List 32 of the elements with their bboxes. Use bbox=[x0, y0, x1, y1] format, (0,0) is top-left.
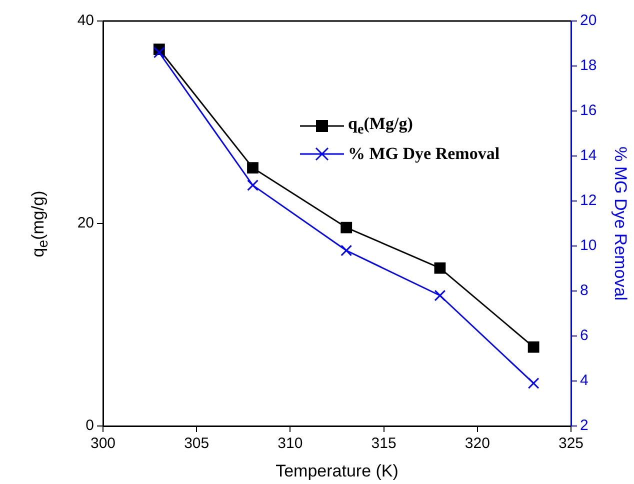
y2-tick-label: 10 bbox=[580, 237, 597, 254]
point bbox=[153, 46, 165, 58]
y2-tick-label: 18 bbox=[580, 57, 597, 74]
y2-tick-label: 2 bbox=[580, 417, 588, 434]
y2-tick-label: 4 bbox=[580, 372, 588, 390]
y2-tick-label: 16 bbox=[580, 102, 597, 120]
legend-label: q$_{e}$(Mg/g) bbox=[348, 114, 413, 138]
point bbox=[434, 262, 446, 274]
legend-label: % MG Dye Removal bbox=[348, 144, 500, 164]
x-tick-label: 305 bbox=[184, 435, 210, 452]
y2-tick-label: 12 bbox=[580, 192, 597, 210]
y2-tick-label: 14 bbox=[580, 147, 597, 164]
point bbox=[434, 290, 446, 302]
point bbox=[340, 222, 352, 234]
y2-tick-label: 6 bbox=[580, 327, 588, 344]
x-tick-label: 315 bbox=[371, 435, 396, 452]
y2-tick-label: 20 bbox=[580, 12, 597, 30]
y-tick-label: 0 bbox=[86, 417, 94, 434]
point bbox=[340, 244, 352, 256]
point bbox=[528, 378, 540, 389]
y-tick-label: 40 bbox=[77, 12, 94, 30]
y2-tick-label: 8 bbox=[580, 282, 588, 300]
x-tick-label: 300 bbox=[90, 435, 116, 452]
point bbox=[247, 180, 258, 191]
y2-axis-title: % MG Dye Removal bbox=[611, 146, 630, 300]
x-tick-label: 310 bbox=[278, 435, 303, 452]
x-tick-label: 320 bbox=[464, 435, 490, 452]
point bbox=[247, 162, 258, 174]
y-tick-label: 20 bbox=[77, 214, 94, 232]
x-tick-label: 325 bbox=[558, 435, 584, 452]
point bbox=[528, 341, 540, 353]
x-axis-title: Temperature (K) bbox=[276, 461, 398, 480]
